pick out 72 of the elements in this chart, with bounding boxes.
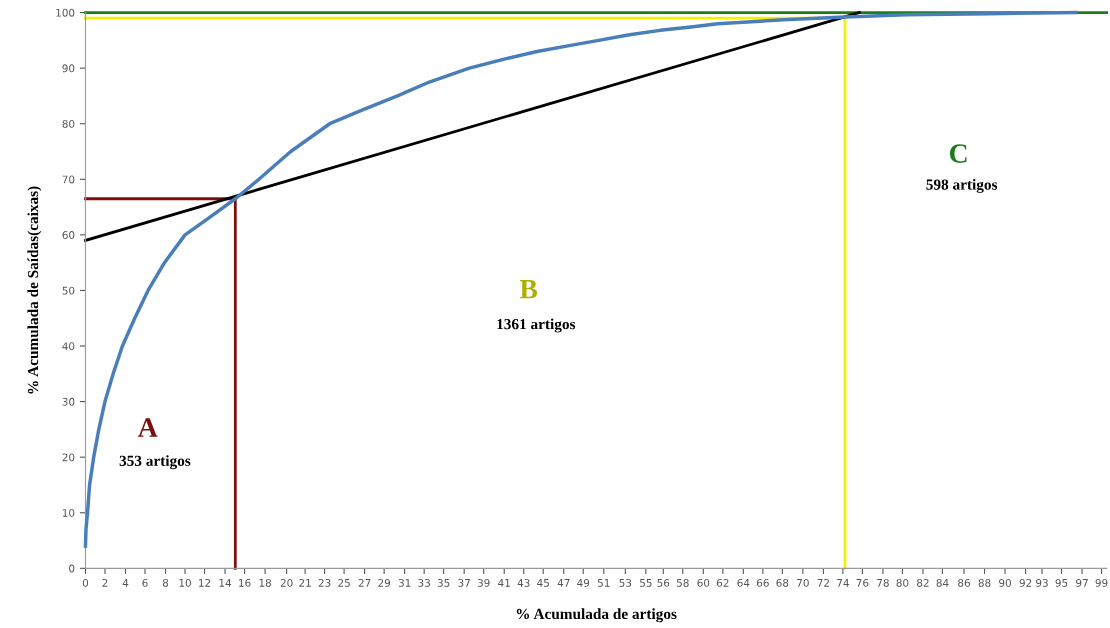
- x-tick-label: 49: [577, 578, 590, 587]
- x-tick-label: 16: [239, 578, 251, 587]
- x-tick-label: 99: [1095, 578, 1108, 587]
- x-tick-label: 10: [179, 578, 191, 587]
- x-tick-label: 80: [896, 578, 909, 587]
- x-tick-label: 82: [917, 578, 929, 587]
- x-tick-label: 68: [776, 578, 789, 587]
- x-tick-label: 55: [640, 579, 652, 587]
- x-tick-label: 23: [318, 578, 331, 587]
- x-tick-label: 6: [142, 578, 148, 587]
- x-tick-label: 20: [280, 578, 293, 587]
- x-tick-label: 43: [517, 578, 530, 587]
- annotation: 353 artigos: [119, 455, 191, 470]
- x-tick-label: 14: [219, 579, 232, 587]
- y-tick-label: 10: [62, 508, 75, 517]
- x-tick-label: 4: [122, 579, 129, 587]
- annotation: A: [138, 418, 158, 437]
- y-axis-title: % Acumulada de Saídas(caixas): [27, 186, 42, 394]
- x-tick-label: 88: [978, 578, 991, 587]
- x-tick-label: 90: [999, 578, 1011, 587]
- annotation: 1361 artigos: [497, 318, 576, 333]
- annotation: 598 artigos: [926, 178, 998, 193]
- x-tick-label: 18: [259, 578, 271, 587]
- annotation: C: [949, 144, 967, 163]
- x-tick-label: 41: [498, 579, 510, 587]
- y-tick-label: 60: [62, 231, 75, 239]
- x-axis-title: % Acumulada de artigos: [516, 608, 677, 623]
- x-tick-label: 66: [756, 578, 769, 587]
- x-tick-label: 92: [1019, 578, 1032, 587]
- x-tick-label: 12: [199, 578, 211, 587]
- y-tick-label: 90: [62, 64, 75, 73]
- x-tick-label: 84: [936, 578, 949, 587]
- y-tick-label: 50: [62, 286, 75, 295]
- x-tick-label: 27: [358, 578, 371, 587]
- x-tick-label: 64: [737, 578, 750, 587]
- x-tick-label: 86: [958, 578, 970, 587]
- x-tick-label: 56: [657, 578, 670, 587]
- x-tick-label: 47: [557, 579, 570, 587]
- x-tick-label: 35: [437, 578, 450, 587]
- x-tick-label: 29: [378, 578, 391, 587]
- x-tick-label: 78: [877, 578, 889, 587]
- x-tick-label: 2: [102, 578, 108, 587]
- x-tick-label: 76: [856, 578, 869, 587]
- x-tick-label: 62: [716, 578, 729, 587]
- y-tick-label: 100: [56, 8, 75, 17]
- y-tick-label: 20: [62, 453, 75, 462]
- x-tick-label: 39: [477, 578, 490, 587]
- x-tick-label: 37: [458, 578, 470, 587]
- x-tick-label: 58: [676, 578, 689, 587]
- y-tick-label: 30: [62, 397, 75, 406]
- x-tick-label: 31: [398, 578, 411, 587]
- x-tick-label: 72: [817, 578, 829, 587]
- x-tick-label: 33: [418, 578, 430, 587]
- x-tick-label: 25: [338, 578, 350, 587]
- x-tick-label: 60: [697, 578, 710, 587]
- x-tick-label: 51: [597, 579, 610, 587]
- y-tick-label: 70: [62, 175, 75, 184]
- line-series: [83, 10, 1078, 548]
- y-tick-label: 80: [62, 119, 75, 128]
- x-tick-label: 53: [619, 578, 632, 587]
- x-tick-label: 97: [1076, 578, 1088, 587]
- x-tick-label: 21: [299, 578, 311, 587]
- x-tick-label: 45: [537, 579, 549, 587]
- y-tick-label: 40: [62, 342, 75, 351]
- y-tick-label: 0: [69, 564, 75, 573]
- x-tick-label: 70: [797, 578, 809, 587]
- x-tick-label: 93: [1036, 578, 1048, 587]
- x-tick-label: 95: [1055, 578, 1068, 587]
- x-tick-label: 74: [837, 579, 849, 587]
- x-tick-label: 8: [162, 578, 169, 587]
- annotation: B: [519, 280, 538, 299]
- x-tick-label: 0: [82, 578, 89, 587]
